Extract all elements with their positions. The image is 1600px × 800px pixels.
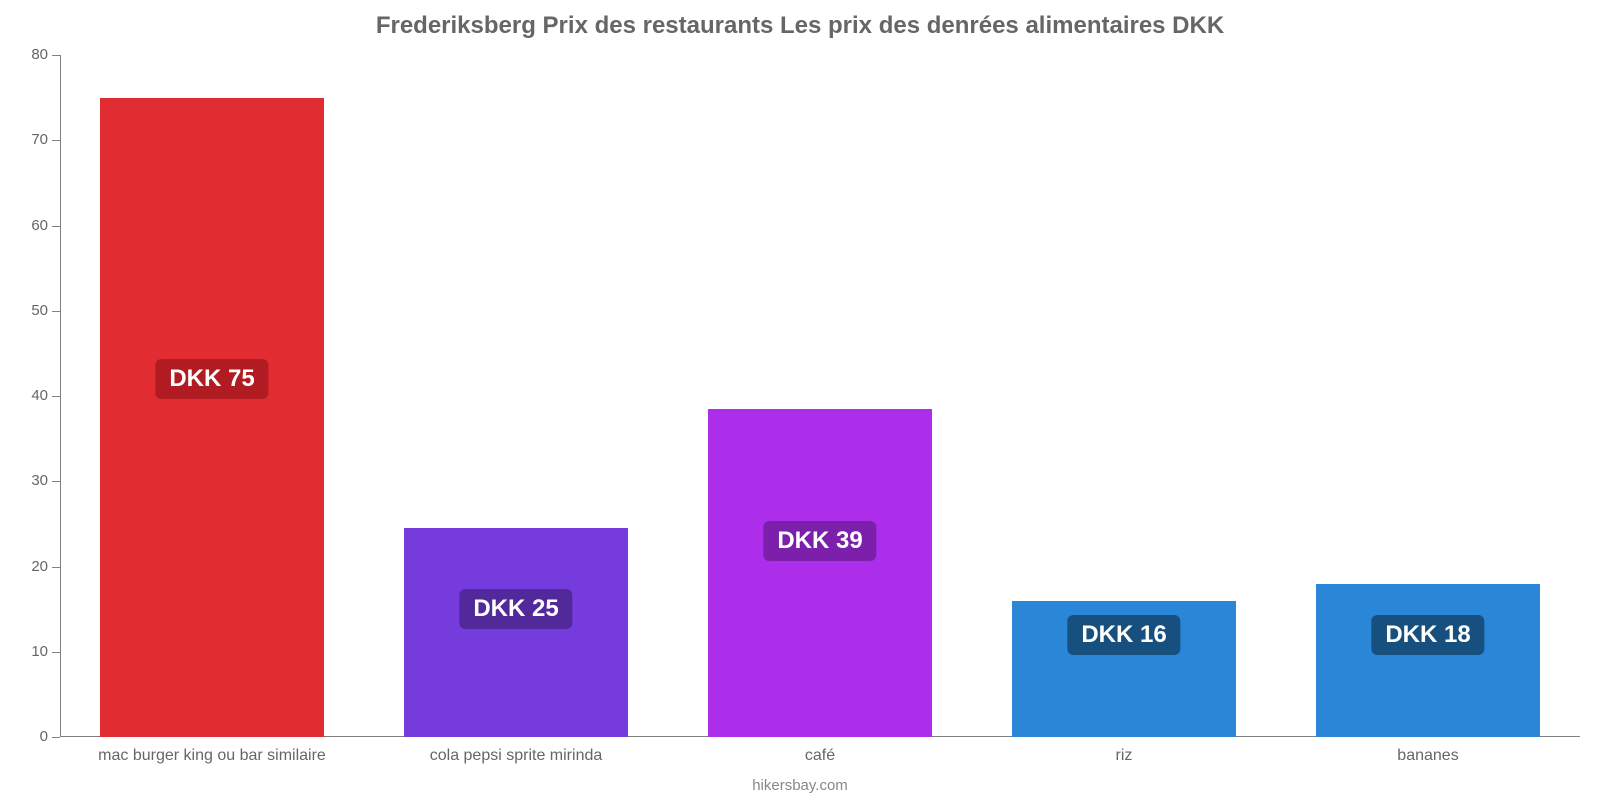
y-tick-mark xyxy=(52,396,60,397)
y-tick-label: 40 xyxy=(31,387,48,404)
value-badge: DKK 25 xyxy=(459,589,572,629)
value-badge: DKK 16 xyxy=(1067,615,1180,655)
y-tick-mark xyxy=(52,567,60,568)
bar-slot: DKK 75mac burger king ou bar similaire xyxy=(60,55,364,737)
bars-container: DKK 75mac burger king ou bar similaireDK… xyxy=(60,55,1580,737)
chart-source: hikersbay.com xyxy=(0,777,1600,794)
x-label: mac burger king ou bar similaire xyxy=(60,747,364,765)
y-tick-label: 10 xyxy=(31,643,48,660)
chart-title: Frederiksberg Prix des restaurants Les p… xyxy=(0,12,1600,40)
y-tick-mark xyxy=(52,55,60,56)
y-tick-mark xyxy=(52,311,60,312)
y-tick-mark xyxy=(52,652,60,653)
plot-area: DKK 75mac burger king ou bar similaireDK… xyxy=(60,55,1580,737)
y-tick-mark xyxy=(52,226,60,227)
x-label: cola pepsi sprite mirinda xyxy=(364,747,668,765)
y-tick-label: 0 xyxy=(40,728,48,745)
y-tick-label: 30 xyxy=(31,472,48,489)
y-tick-label: 50 xyxy=(31,302,48,319)
y-tick-mark xyxy=(52,140,60,141)
y-tick-mark xyxy=(52,737,60,738)
bar-slot: DKK 39café xyxy=(668,55,972,737)
bar-slot: DKK 25cola pepsi sprite mirinda xyxy=(364,55,668,737)
y-tick-label: 70 xyxy=(31,131,48,148)
value-badge: DKK 75 xyxy=(155,359,268,399)
y-tick-label: 60 xyxy=(31,217,48,234)
bar xyxy=(708,409,933,737)
y-tick-label: 20 xyxy=(31,558,48,575)
x-label: bananes xyxy=(1276,747,1580,765)
y-tick-mark xyxy=(52,481,60,482)
bar-slot: DKK 18bananes xyxy=(1276,55,1580,737)
value-badge: DKK 18 xyxy=(1371,615,1484,655)
bar xyxy=(100,98,325,737)
value-badge: DKK 39 xyxy=(763,521,876,561)
bar-slot: DKK 16riz xyxy=(972,55,1276,737)
y-tick-label: 80 xyxy=(31,46,48,63)
bar xyxy=(1316,584,1541,737)
x-label: riz xyxy=(972,747,1276,765)
x-label: café xyxy=(668,747,972,765)
price-bar-chart: Frederiksberg Prix des restaurants Les p… xyxy=(0,0,1600,800)
bar xyxy=(404,528,629,737)
